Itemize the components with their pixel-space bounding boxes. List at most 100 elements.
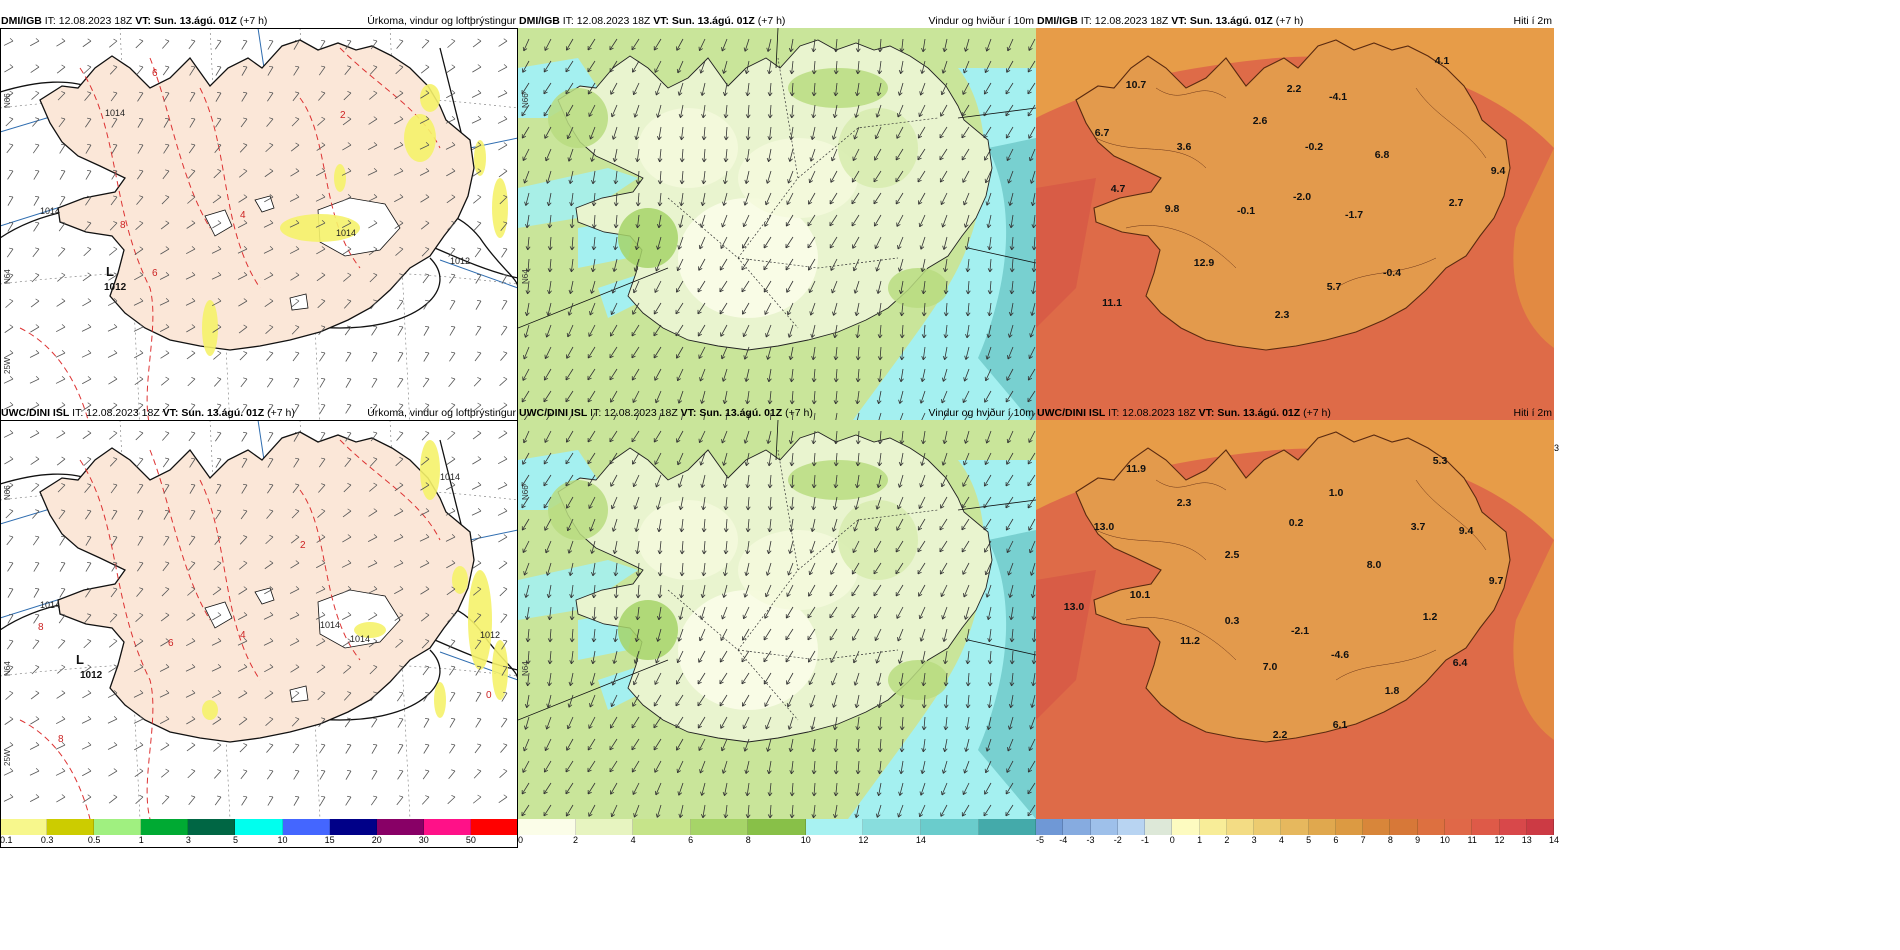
colorbar-swatch (470, 819, 519, 835)
temperature-value: 9.7 (1489, 575, 1504, 587)
colorbar-tick-label: 9 (1415, 835, 1421, 845)
parameter-name: Hiti í 2m (1513, 15, 1552, 27)
colorbar-swatch (1117, 819, 1146, 835)
lead-time: (+7 h) (785, 407, 813, 419)
colorbar-tick-label: 0.5 (87, 835, 101, 845)
latitude-label: N66 (521, 93, 530, 108)
isotherm-label: 0 (486, 690, 492, 701)
model-name: UWC/DINI ISL (519, 407, 588, 419)
region-boundaries (518, 420, 1036, 721)
temperature-isotherms (19, 439, 441, 819)
valid-time-label: VT: (680, 407, 697, 419)
map-labels: N66 N64 (521, 485, 530, 676)
temperature-value: -0.1 (1237, 205, 1255, 217)
temperature-value: 0.3 (1225, 615, 1240, 627)
valid-time-label: VT: (653, 15, 669, 27)
colorbar-tick-label: 12 (1494, 835, 1505, 845)
panel-header: DMI/IGB IT: 12.08.2023 18Z VT: Sun. 13.á… (1, 15, 516, 27)
colorbar-tick-label: 8 (1387, 835, 1393, 845)
colorbar-tick-label: 3 (185, 835, 191, 845)
init-time: 12.08.2023 18Z (58, 15, 133, 27)
temperature-value: 3.7 (1411, 521, 1426, 533)
forecast-panel: DMI/IGB IT: 12.08.2023 18Z VT: Sun. 13.á… (0, 14, 519, 456)
isotherm-label: 6 (168, 638, 174, 649)
colorbar-swatch (1226, 819, 1255, 835)
colorbar (0, 819, 519, 835)
colorbar-tick-label: -3 (1086, 835, 1095, 845)
lead-time: (+7 h) (1303, 407, 1331, 419)
colorbar-tick-label: 7 (1360, 835, 1366, 845)
wind-barb-field (3, 430, 508, 806)
temperature-value: 1.0 (1329, 487, 1344, 499)
colorbar-tick-label: 14 (1548, 835, 1560, 845)
forecast-map[interactable]: L 1012 1014 1014 1014 1012 6 6 8 2 4 N66 N64 25W (0, 28, 518, 427)
temperature-value: 8.0 (1367, 559, 1382, 571)
forecast-map[interactable]: L 1012 1014 1014 1014 1012 1014 8 6 4 2 8 0 N66 N64 25W (0, 420, 518, 819)
init-time: 12.08.2023 18Z (604, 407, 678, 419)
colorbar-swatch (1417, 819, 1445, 835)
colorbar-tick-label: 3 (1251, 835, 1257, 845)
colorbar-tick-label: -5 (1036, 835, 1045, 845)
temperature-value: 1.2 (1423, 611, 1438, 623)
temperature-value: 0.2 (1289, 517, 1304, 529)
temperature-value: -1.7 (1345, 209, 1363, 221)
temperature-value: 10.1 (1130, 589, 1151, 601)
forecast-map[interactable]: 11.9 2.3 13.0 13.0 10.1 11.2 1.0 5.3 0.2 3.7 9.4 2.… (1036, 420, 1554, 819)
colorbar-tick-label: 10 (1439, 835, 1450, 845)
map-canvas: 11.9 2.3 13.0 13.0 10.1 11.2 1.0 5.3 0.2 3.7 9.4 2.… (1036, 420, 1554, 819)
temperature-value: -2.1 (1291, 625, 1309, 637)
valid-time: Sun. 13.ágú. 01Z (153, 15, 237, 27)
isobar-label: 1014 (336, 228, 356, 238)
low-pressure-marker: L (106, 264, 114, 279)
panel-header: UWC/DINI ISL IT: 12.08.2023 18Z VT: Sun.… (1037, 407, 1552, 419)
colorbar-swatch (94, 819, 142, 835)
colorbar-swatch (1090, 819, 1118, 835)
colorbar-ticks: 0.1 0.3 0.5 1 3 5 10 15 20 30 50 (0, 835, 518, 847)
temperature-value: -2.0 (1293, 191, 1311, 203)
valid-time-label: VT: (162, 407, 179, 419)
temperature-value: 12.9 (1194, 257, 1215, 269)
temperature-value: -4.6 (1331, 649, 1349, 661)
forecast-panel: DMI/IGB IT: 12.08.2023 18Z VT: Sun. 13.á… (1036, 14, 1559, 456)
model-name: UWC/DINI ISL (1037, 407, 1106, 419)
map-labels: 11.9 2.3 13.0 13.0 10.1 11.2 1.0 5.3 0.2 3.7 9.4 2.… (1064, 455, 1504, 741)
valid-time: Sun. 13.ágú. 01Z (671, 15, 755, 27)
map-canvas: L 1012 1014 1014 1014 1012 1014 8 6 4 2 8 0 N66 N64 25W (0, 420, 518, 819)
colorbar-tick-label: 6 (688, 835, 694, 845)
colorbar-swatch (1472, 819, 1500, 835)
colorbar-swatch (633, 819, 691, 835)
latitude-label: N66 (521, 485, 530, 500)
temperature-value: 13.0 (1064, 601, 1085, 613)
colorbar-ticks: 0 2 4 6 8 10 12 14 (518, 835, 1036, 847)
temperature-value: 2.7 (1449, 197, 1464, 209)
forecast-panel: UWC/DINI ISL IT: 12.08.2023 18Z VT: Sun.… (518, 406, 1037, 848)
isobar-label: 1012 (480, 630, 500, 640)
forecast-map[interactable]: N66 N64 (518, 420, 1036, 819)
temperature-value: 2.6 (1253, 115, 1268, 127)
region-boundaries (518, 28, 1036, 329)
valid-time-label: VT: (1198, 407, 1215, 419)
parameter-name: Vindur og hviður í 10m (928, 407, 1034, 419)
temperature-value: 10.7 (1126, 79, 1147, 91)
latitude-label: N64 (3, 661, 12, 676)
forecast-map[interactable]: N66 N64 (518, 28, 1036, 427)
isotherm-label: 8 (58, 734, 64, 745)
colorbar-tick-label: 2 (573, 835, 579, 845)
forecast-panel: UWC/DINI ISL IT: 12.08.2023 18Z VT: Sun.… (0, 406, 519, 848)
colorbar-swatch (748, 819, 806, 835)
temperature-isotherms (19, 47, 441, 427)
map-labels: L 1012 1014 1014 1014 1012 6 6 8 2 4 N66 N64 25W (3, 68, 470, 374)
colorbar-swatch (423, 819, 471, 835)
colorbar-swatch (376, 819, 424, 835)
latitude-label: N64 (521, 269, 530, 284)
temperature-value: 5.3 (1433, 455, 1448, 467)
colorbar-tick-label: 1 (138, 835, 144, 845)
isobar-label: 1014 (440, 472, 460, 482)
colorbar-tick-label: 15 (324, 835, 335, 845)
colorbar-tick-label: 11 (1467, 835, 1477, 845)
colorbar-tick-label: 0.3 (40, 835, 54, 845)
colorbar-tick-label: 14 (915, 835, 926, 845)
forecast-map[interactable]: 10.7 6.7 3.6 4.7 9.8 12.9 11.1 2.2 -4.1 2.6 -0.2 6.… (1036, 28, 1554, 427)
colorbar-swatch (141, 819, 189, 835)
temperature-value: 2.3 (1275, 309, 1290, 321)
